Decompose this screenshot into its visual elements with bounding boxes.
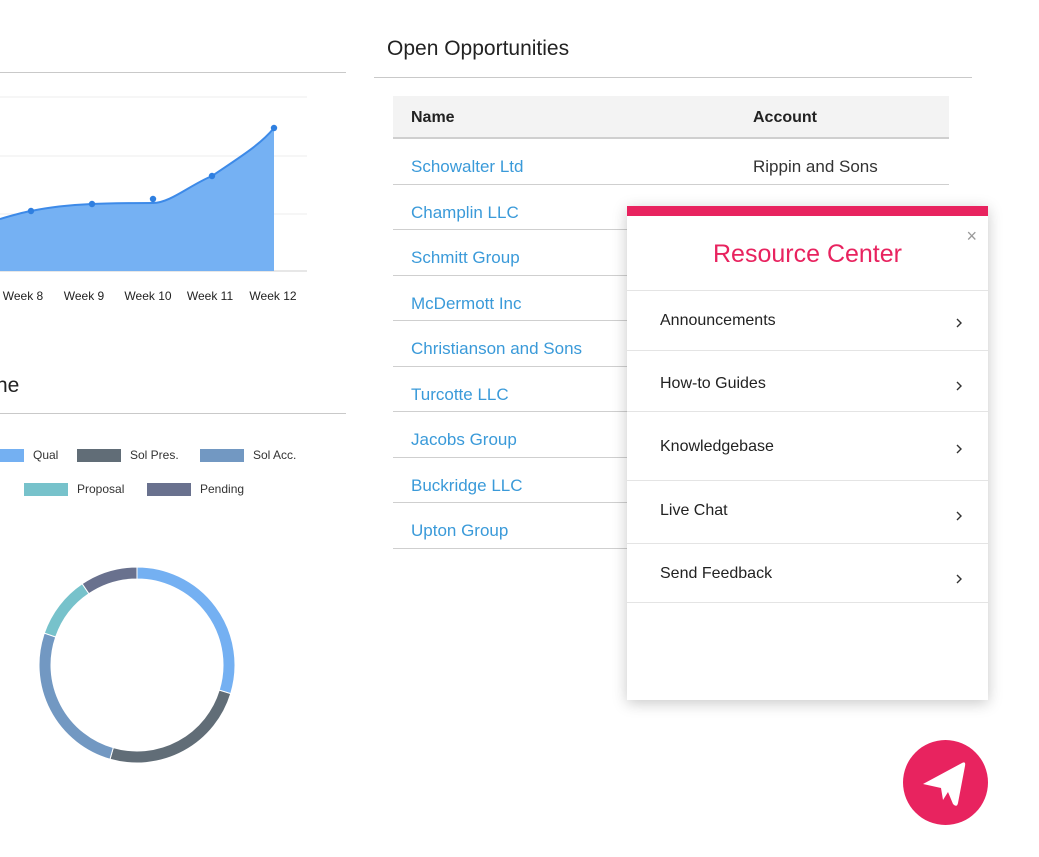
- resource-item-send-feedback[interactable]: Send Feedback: [627, 543, 988, 603]
- opportunity-link[interactable]: Buckridge LLC: [411, 475, 523, 495]
- opportunities-divider: [374, 77, 972, 78]
- chevron-right-icon: [956, 444, 962, 454]
- x-tick-label: Week 9: [64, 289, 105, 303]
- x-tick-label: Week 10: [124, 289, 171, 303]
- opportunity-link[interactable]: Schmitt Group: [411, 248, 520, 267]
- resource-item-label: Knowledgebase: [660, 438, 774, 455]
- opportunity-link[interactable]: Turcotte LLC: [411, 384, 509, 404]
- chevron-right-icon: [956, 318, 962, 328]
- x-tick-label: Week 12: [249, 289, 296, 303]
- area-series-points: [27, 124, 278, 215]
- legend-swatch: [77, 448, 121, 462]
- opportunity-link[interactable]: Christianson and Sons: [411, 339, 583, 358]
- opportunity-link[interactable]: Upton Group: [411, 521, 509, 540]
- resource-center-launcher-button[interactable]: [903, 740, 988, 825]
- legend-label: Proposal: [77, 482, 125, 496]
- opportunity-link[interactable]: Jacobs Group: [411, 430, 517, 449]
- legend-label: Sol Pres.: [130, 448, 179, 462]
- resource-item-knowledgebase[interactable]: Knowledgebase: [627, 411, 988, 481]
- chevron-right-icon: [956, 381, 962, 391]
- x-tick-labels: Week 8 Week 9 Week 10 Week 11 Week 12: [3, 289, 297, 303]
- column-header-account[interactable]: Account: [753, 109, 817, 126]
- opportunity-link[interactable]: Schowalter Ltd: [411, 157, 524, 176]
- close-icon[interactable]: ×: [966, 226, 977, 246]
- donut-chart: [38, 566, 236, 764]
- resource-center-panel: Resource Center × Announcements How-to G…: [627, 206, 988, 700]
- x-tick-label: Week 11: [187, 289, 234, 303]
- data-point: [149, 195, 157, 203]
- resource-item-label: Announcements: [660, 312, 776, 329]
- donut-segment: [81, 566, 138, 595]
- legend-item-pending: Pending: [147, 482, 244, 496]
- pipeline-divider: [0, 413, 346, 414]
- data-point: [27, 207, 35, 215]
- legend-item-sol-acc: Sol Acc.: [200, 448, 296, 462]
- data-point: [88, 200, 96, 208]
- data-point: [208, 172, 216, 180]
- resource-center-title: Resource Center: [713, 240, 902, 268]
- area-series-fill: [0, 128, 274, 271]
- resource-item-label: Send Feedback: [660, 565, 773, 582]
- donut-segment: [38, 632, 114, 760]
- x-tick-label: Week 8: [3, 289, 44, 303]
- legend-item-qual: Qual: [0, 448, 58, 462]
- top-left-divider: [0, 72, 346, 73]
- table-row: Schowalter Ltd Rippin and Sons: [393, 139, 949, 185]
- data-point: [270, 124, 278, 132]
- legend-label: Sol Acc.: [253, 448, 297, 462]
- donut-segment: [109, 689, 232, 764]
- legend-item-proposal: Proposal: [24, 482, 124, 496]
- legend-label: Pending: [200, 482, 245, 496]
- opportunities-title: Open Opportunities: [387, 37, 570, 60]
- donut-segment: [43, 583, 90, 638]
- resource-item-how-to-guides[interactable]: How-to Guides: [627, 350, 988, 412]
- legend-swatch: [24, 482, 68, 496]
- donut-segment: [136, 566, 236, 695]
- account-cell: Rippin and Sons: [753, 157, 878, 176]
- legend-item-sol-pres: Sol Pres.: [77, 448, 179, 462]
- legend-swatch: [200, 448, 244, 462]
- resource-item-live-chat[interactable]: Live Chat: [627, 480, 988, 544]
- opportunity-link[interactable]: Champlin LLC: [411, 202, 519, 222]
- chevron-right-icon: [956, 574, 962, 584]
- area-chart: Week 8 Week 9 Week 10 Week 11 Week 12: [0, 96, 307, 303]
- legend-swatch: [0, 448, 24, 462]
- table-header: Name Account: [393, 96, 949, 139]
- resource-center-accent-bar: [627, 206, 988, 216]
- chevron-right-icon: [956, 511, 962, 521]
- pipeline-section-title: ne: [0, 374, 20, 397]
- resource-item-label: How-to Guides: [660, 375, 766, 392]
- legend-label: Qual: [33, 448, 59, 462]
- legend-swatch: [147, 482, 191, 496]
- column-header-name[interactable]: Name: [411, 109, 455, 126]
- resource-item-label: Live Chat: [660, 502, 728, 519]
- opportunity-link[interactable]: McDermott Inc: [411, 293, 522, 313]
- resource-item-announcements[interactable]: Announcements: [627, 290, 988, 351]
- donut-segments: [38, 566, 236, 764]
- arrow-icon: [923, 762, 966, 806]
